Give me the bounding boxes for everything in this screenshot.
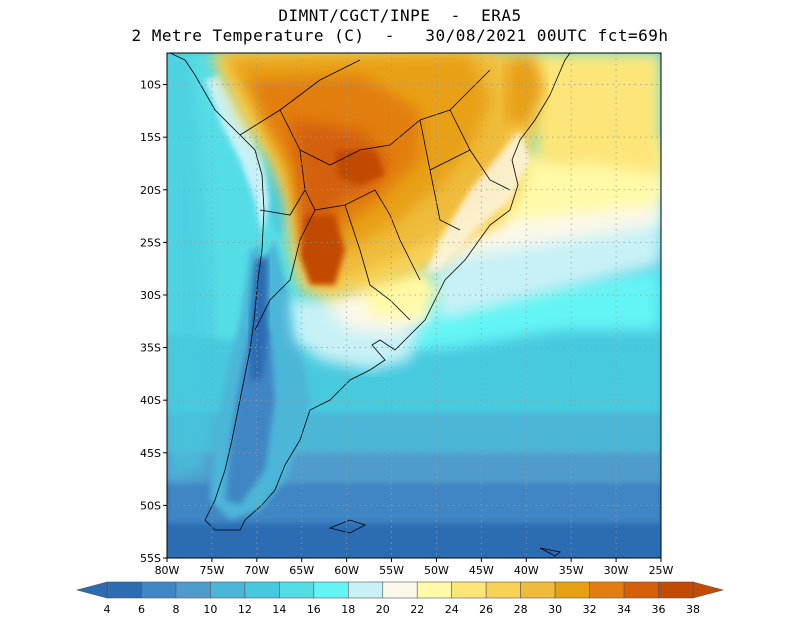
colorbar-swatch (382, 581, 418, 599)
colorbar-swatch (623, 581, 659, 599)
lon-tick-label: 75W (199, 564, 224, 577)
colorbar-swatch (520, 581, 556, 599)
colorbar: 4 6 8 10 12 14 16 18 20 22 24 26 28 30 32 34 36 38 (75, 581, 725, 616)
colorbar-swatch (451, 581, 487, 599)
colorbar-swatch (244, 581, 280, 599)
colorbar-label: 20 (376, 603, 390, 616)
colorbar-label: 36 (652, 603, 666, 616)
lon-tick-label: 60W (334, 564, 359, 577)
colorbar-label: 24 (445, 603, 459, 616)
map-frame (166, 52, 662, 559)
colorbar-swatch (313, 581, 349, 599)
lat-tick-label: 50S (140, 499, 161, 512)
lon-tick-label: 80W (155, 564, 180, 577)
lat-tick-label: 55S (140, 552, 161, 565)
lon-tick-label: 65W (289, 564, 314, 577)
coastlines (169, 53, 571, 557)
lat-tick-label: 45S (140, 447, 161, 460)
colorbar-label: 30 (548, 603, 562, 616)
colorbar-label: 18 (341, 603, 355, 616)
latitude-axis: 10S 15S 20S 25S 30S 35S 40S 45S 50S 55S (140, 79, 167, 565)
colorbar-swatch (485, 581, 521, 599)
colorbar-arrow-right (692, 581, 725, 599)
lat-tick-label: 40S (140, 394, 161, 407)
lat-tick-label: 35S (140, 342, 161, 355)
colorbar-swatch (416, 581, 453, 599)
colorbar-label: 10 (203, 603, 217, 616)
colorbar-label: 22 (410, 603, 424, 616)
colorbar-label: 6 (138, 603, 145, 616)
colorbar-swatch (347, 581, 384, 599)
lon-tick-label: 45W (469, 564, 494, 577)
lon-tick-label: 40W (514, 564, 539, 577)
colorbar-swatch (658, 581, 694, 599)
colorbar-arrow-left (75, 581, 108, 599)
lat-tick-label: 20S (140, 184, 161, 197)
colorbar-swatch (554, 581, 590, 599)
colorbar-swatch (141, 581, 177, 599)
colorbar-label: 8 (172, 603, 179, 616)
lon-tick-label: 50W (424, 564, 449, 577)
colorbar-swatch (106, 581, 142, 599)
lat-tick-label: 15S (140, 131, 161, 144)
colorbar-swatch (279, 581, 315, 599)
map-title-line2: 2 Metre Temperature (C) - 30/08/2021 00U… (131, 26, 669, 45)
lon-tick-label: 35W (559, 564, 584, 577)
longitude-axis: 80W 75W 70W 65W 60W 55W 50W 45W 40W 35W 30W 25W (155, 558, 674, 577)
colorbar-swatch (210, 581, 246, 599)
lon-tick-label: 30W (604, 564, 629, 577)
lon-tick-label: 25W (649, 564, 674, 577)
colorbar-swatch (589, 581, 625, 599)
colorbar-label: 16 (307, 603, 321, 616)
lon-tick-label: 55W (379, 564, 404, 577)
colorbar-label: 26 (479, 603, 493, 616)
lon-tick-label: 70W (244, 564, 269, 577)
colorbar-swatch (175, 581, 211, 599)
lat-tick-label: 10S (140, 79, 161, 92)
colorbar-label: 4 (104, 603, 111, 616)
colorbar-label: 38 (686, 603, 700, 616)
colorbar-label: 14 (272, 603, 286, 616)
colorbar-label: 34 (617, 603, 631, 616)
colorbar-label: 28 (514, 603, 528, 616)
colorbar-label: 32 (583, 603, 597, 616)
lat-tick-label: 30S (140, 289, 161, 302)
lat-tick-label: 25S (140, 236, 161, 249)
temperature-field (167, 53, 661, 558)
map-title-line1: DIMNT/CGCT/INPE - ERA5 (278, 6, 522, 25)
colorbar-label: 12 (238, 603, 252, 616)
